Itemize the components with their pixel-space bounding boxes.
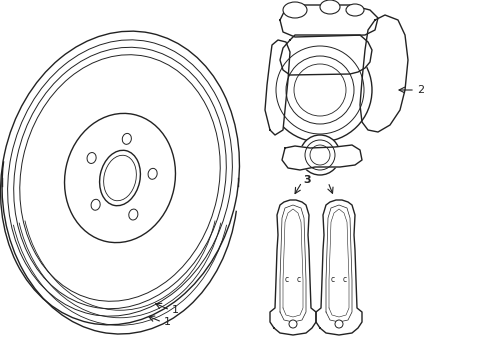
Text: 1: 1 <box>172 305 179 315</box>
Ellipse shape <box>288 320 296 328</box>
Polygon shape <box>280 5 377 37</box>
Text: c: c <box>342 275 346 284</box>
Ellipse shape <box>100 150 140 206</box>
Polygon shape <box>280 35 371 75</box>
Ellipse shape <box>267 38 371 142</box>
Polygon shape <box>315 200 361 335</box>
Text: 3: 3 <box>303 175 310 185</box>
Ellipse shape <box>283 2 306 18</box>
Ellipse shape <box>319 0 339 14</box>
Ellipse shape <box>0 31 239 325</box>
Text: 2: 2 <box>416 85 423 95</box>
Ellipse shape <box>122 134 131 144</box>
Ellipse shape <box>346 4 363 16</box>
Ellipse shape <box>148 168 157 179</box>
Ellipse shape <box>91 199 100 210</box>
Ellipse shape <box>334 320 342 328</box>
Polygon shape <box>359 15 407 132</box>
Text: c: c <box>296 275 301 284</box>
Ellipse shape <box>128 209 138 220</box>
Ellipse shape <box>299 135 339 175</box>
Polygon shape <box>269 200 315 335</box>
Polygon shape <box>282 145 361 170</box>
Ellipse shape <box>64 113 175 243</box>
Text: 1: 1 <box>163 317 171 327</box>
Text: c: c <box>330 275 334 284</box>
Text: c: c <box>285 275 288 284</box>
Ellipse shape <box>87 153 96 163</box>
Polygon shape <box>264 40 289 135</box>
